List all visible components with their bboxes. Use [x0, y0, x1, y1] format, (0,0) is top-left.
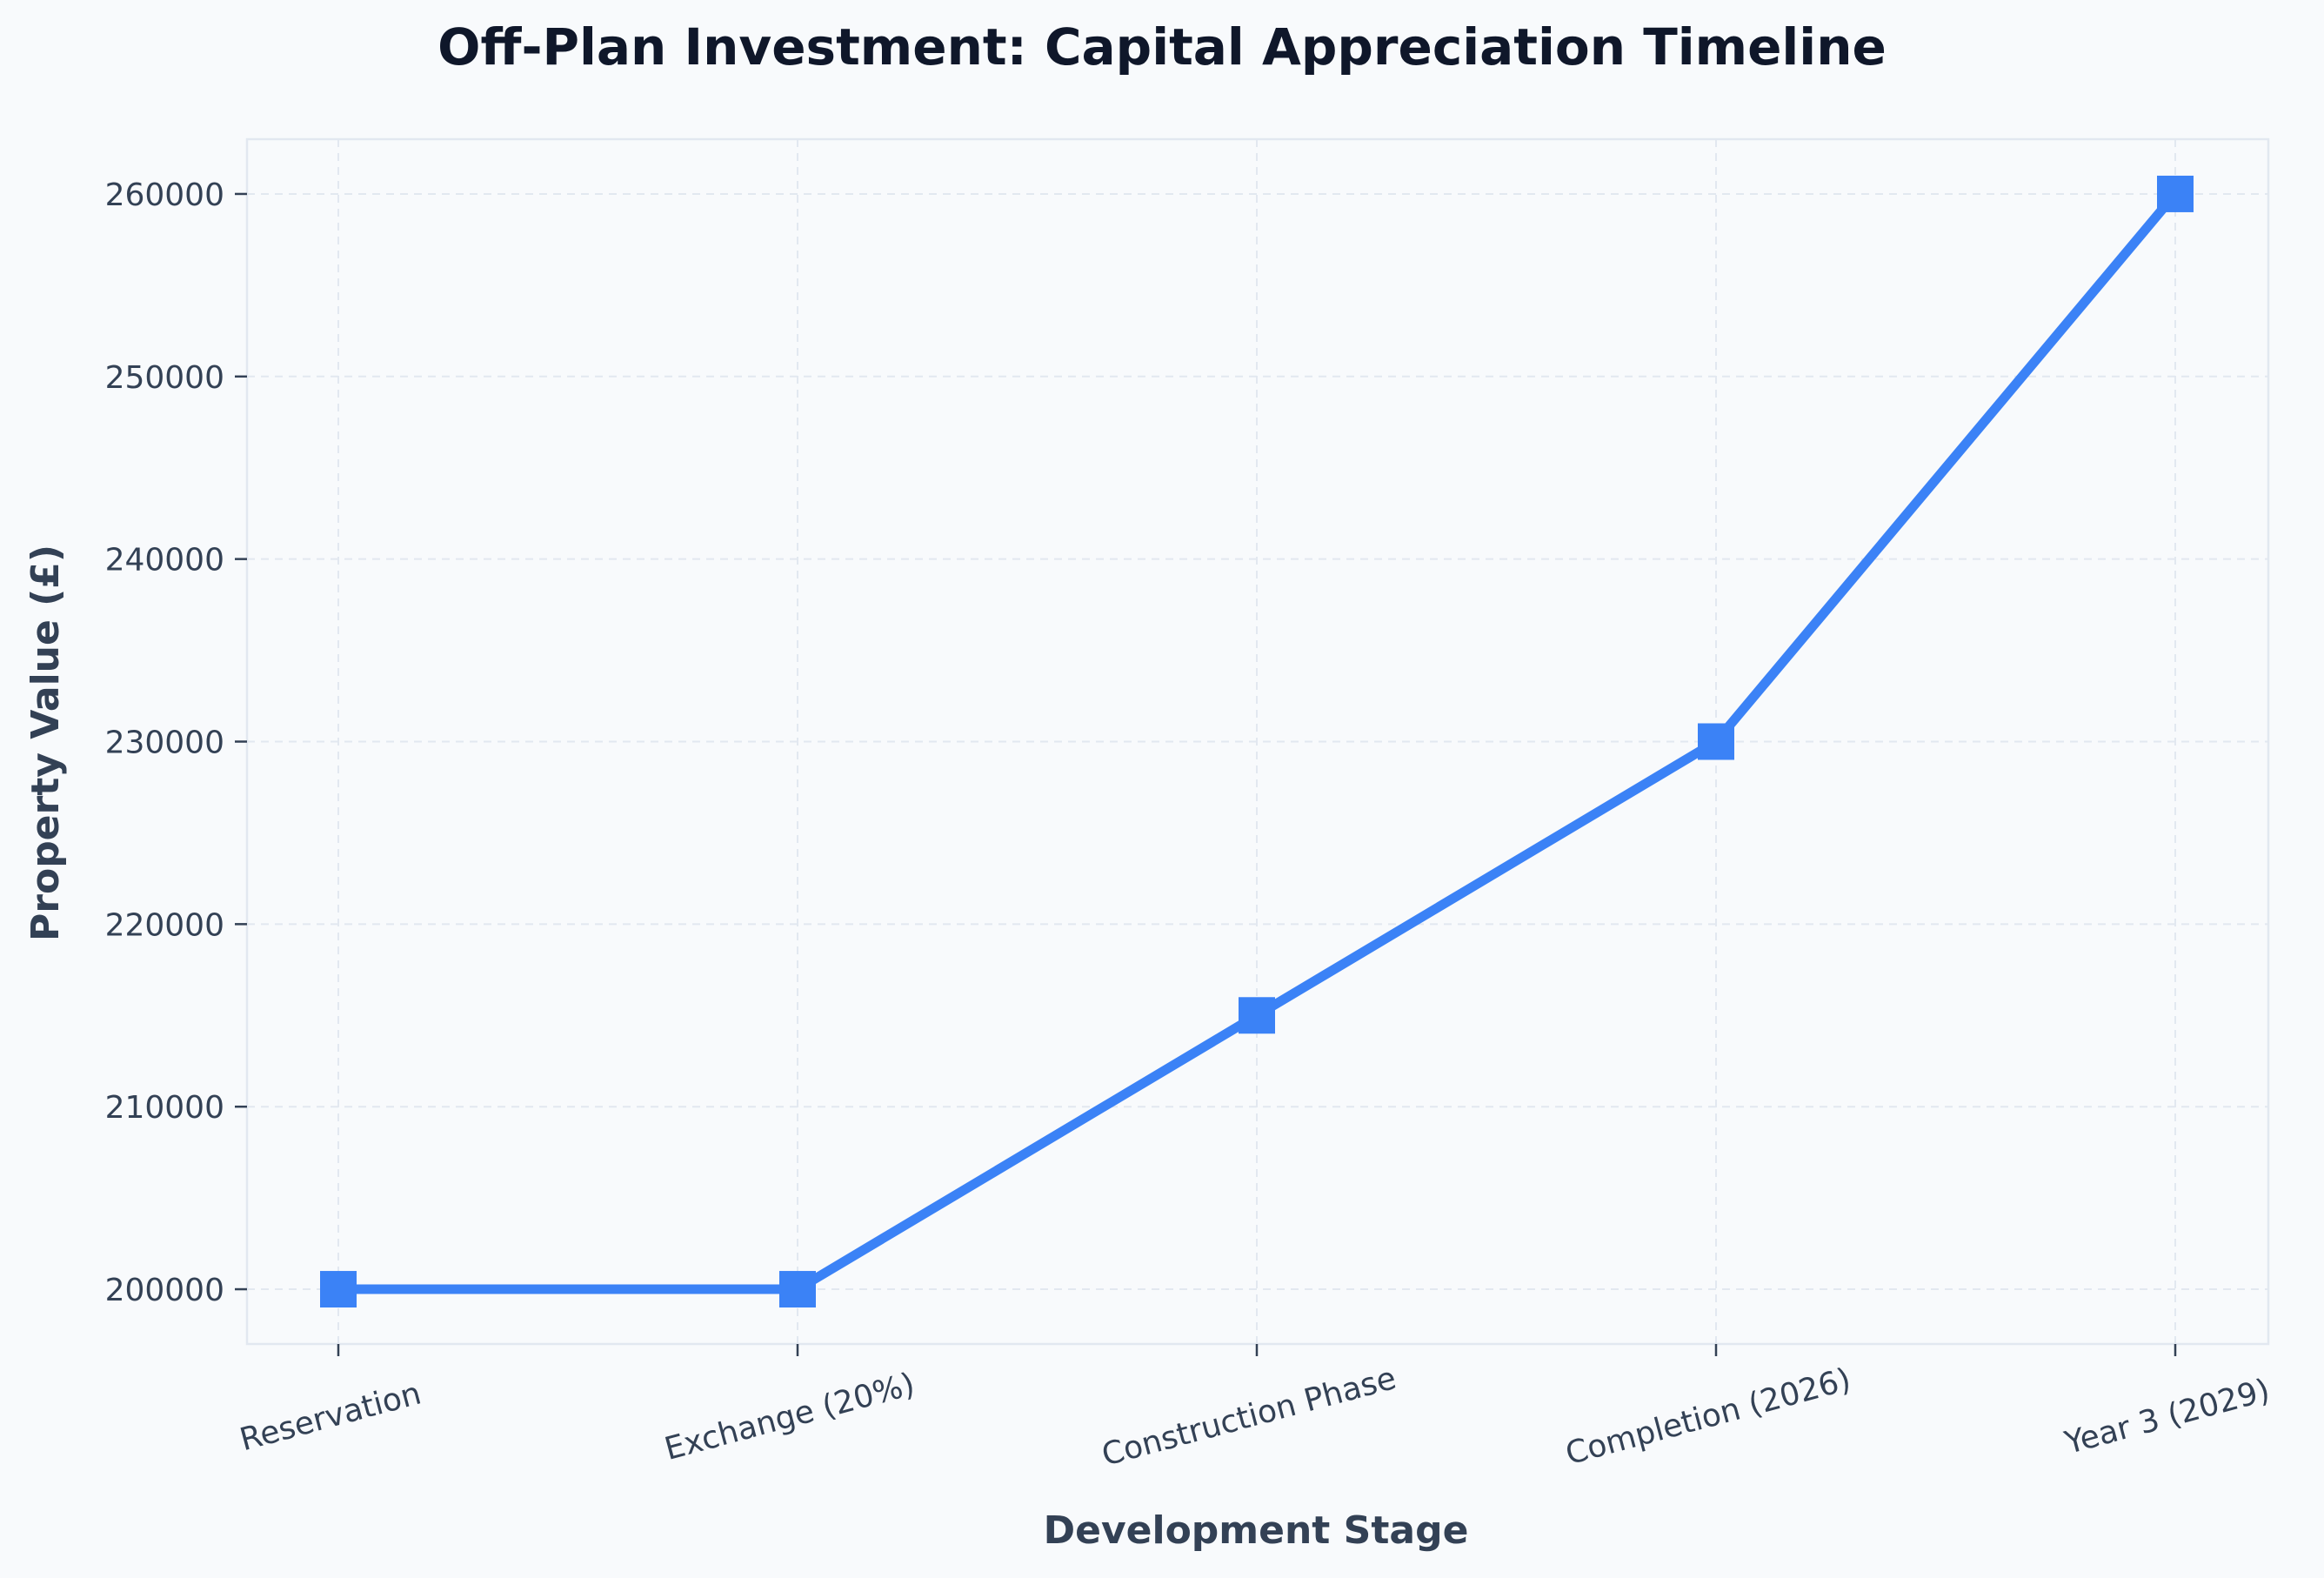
x-tick-label: Exchange (20%): [661, 1367, 918, 1468]
y-tick-label: 260000: [105, 177, 224, 213]
grid: [247, 139, 2268, 1344]
x-tick-label: Year 3 (2029): [2060, 1373, 2274, 1461]
y-tick-label: 200000: [105, 1273, 224, 1308]
data-point-marker: [1698, 723, 1734, 760]
chart-title: Off-Plan Investment: Capital Appreciatio…: [437, 17, 1887, 77]
data-point-marker: [320, 1271, 357, 1308]
axis-ticks: 200000 210000 220000 230000 240000 250000 2600…: [105, 177, 2274, 1474]
data-point-marker: [1239, 997, 1275, 1034]
x-tick-label: Construction Phase: [1099, 1361, 1400, 1474]
series: [320, 175, 2194, 1308]
x-axis-label: Development Stage: [1044, 1508, 1469, 1553]
data-point-marker: [779, 1271, 816, 1308]
y-axis-label: Property Value (£): [23, 545, 68, 941]
x-tick-label: Reservation: [237, 1375, 425, 1458]
y-tick-label: 210000: [105, 1090, 224, 1126]
x-tick-label: Completion (2026): [1562, 1361, 1854, 1472]
y-tick-label: 230000: [105, 725, 224, 761]
y-tick-label: 240000: [105, 543, 224, 578]
y-tick-label: 250000: [105, 360, 224, 396]
y-tick-label: 220000: [105, 907, 224, 943]
data-point-marker: [2157, 175, 2194, 212]
